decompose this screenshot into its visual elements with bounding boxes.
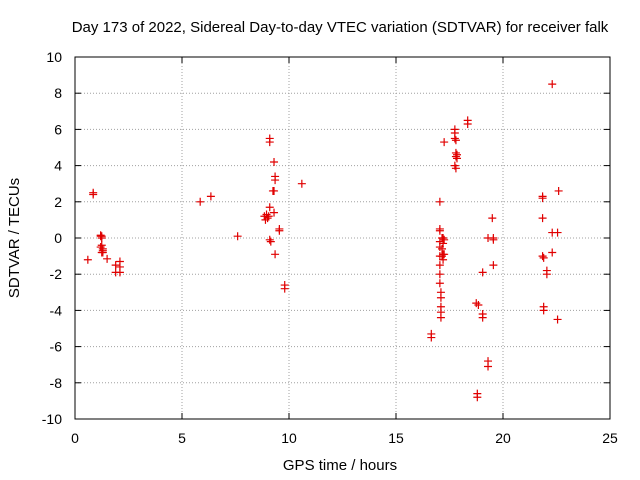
data-point: [196, 197, 205, 206]
data-point: [484, 362, 493, 371]
data-point: [97, 241, 106, 250]
data-point: [440, 250, 449, 259]
data-point: [435, 197, 444, 206]
x-tick-label: 20: [495, 430, 511, 446]
data-point: [89, 190, 98, 199]
data-point: [271, 176, 280, 185]
data-point: [451, 136, 460, 145]
data-point: [436, 293, 445, 302]
data-point: [473, 393, 482, 402]
data-point: [280, 284, 289, 293]
data-point: [548, 248, 557, 257]
data-point: [548, 80, 557, 89]
data-point: [542, 270, 551, 279]
data-point: [538, 194, 547, 203]
y-tick-label: 2: [54, 194, 62, 210]
data-points: [83, 80, 563, 402]
data-point: [438, 244, 447, 253]
chart-title: Day 173 of 2022, Sidereal Day-to-day VTE…: [72, 19, 609, 36]
data-point: [264, 212, 273, 221]
data-point: [478, 313, 487, 322]
x-tick-label: 10: [281, 430, 297, 446]
data-point: [554, 186, 563, 195]
data-point: [270, 208, 279, 217]
data-point: [439, 234, 448, 242]
data-point: [115, 268, 124, 277]
data-point: [538, 252, 547, 261]
data-point: [463, 119, 472, 128]
data-point: [103, 254, 112, 263]
data-point: [275, 226, 284, 235]
data-point: [450, 125, 459, 134]
data-point: [488, 214, 497, 223]
data-point: [97, 232, 106, 241]
data-point: [265, 203, 274, 212]
data-point: [539, 253, 548, 262]
data-point: [553, 315, 562, 324]
data-point: [233, 232, 242, 241]
plot-frame: [74, 56, 611, 420]
data-point: [297, 179, 306, 188]
data-point: [451, 164, 460, 173]
data-point: [83, 255, 92, 264]
data-point: [553, 228, 562, 237]
data-point: [489, 234, 498, 242]
data-point: [270, 186, 279, 195]
data-point: [435, 279, 444, 288]
x-tick-label: 25: [602, 430, 618, 446]
data-point: [478, 268, 487, 277]
data-point: [489, 261, 498, 270]
x-tick-label: 0: [71, 430, 79, 446]
data-point: [263, 214, 272, 223]
y-tick-label: 8: [54, 85, 62, 101]
data-point: [111, 261, 120, 270]
y-tick-label: 4: [54, 158, 62, 174]
data-point: [440, 138, 449, 147]
y-tick-label: 6: [54, 121, 62, 137]
data-point: [435, 261, 444, 270]
data-point: [538, 214, 547, 223]
y-tick-label: -8: [50, 375, 63, 391]
gridlines: [75, 57, 610, 419]
data-point: [427, 333, 436, 342]
y-tick-label: 10: [46, 49, 62, 65]
x-tick-label: 5: [178, 430, 186, 446]
data-point: [435, 270, 444, 279]
data-point: [436, 313, 445, 322]
data-point: [265, 235, 274, 244]
data-point: [474, 300, 483, 309]
x-axis-label: GPS time / hours: [283, 457, 397, 474]
data-point: [440, 235, 449, 244]
data-point: [270, 157, 279, 166]
y-tick-label: -4: [50, 302, 63, 318]
y-tick-label: -10: [42, 411, 62, 427]
data-point: [450, 134, 459, 143]
data-point: [266, 237, 275, 246]
y-tick-labels: -10 -8 -6 -4 -2 0 2 4 6 8 10: [42, 49, 62, 427]
data-point: [265, 138, 274, 147]
data-point: [435, 226, 444, 235]
y-tick-label: 0: [54, 230, 62, 246]
data-point: [96, 231, 105, 240]
data-point: [98, 248, 107, 257]
y-tick-label: -2: [50, 266, 63, 282]
data-point: [206, 192, 215, 201]
x-tick-labels: 0 5 10 15 20 25: [71, 430, 618, 446]
y-tick-label: -6: [50, 339, 63, 355]
data-point: [451, 152, 460, 161]
data-point: [271, 250, 280, 259]
data-point: [539, 306, 548, 315]
y-axis-label: SDTVAR / TECUs: [6, 178, 23, 298]
x-tick-label: 15: [388, 430, 404, 446]
data-point: [452, 150, 461, 159]
